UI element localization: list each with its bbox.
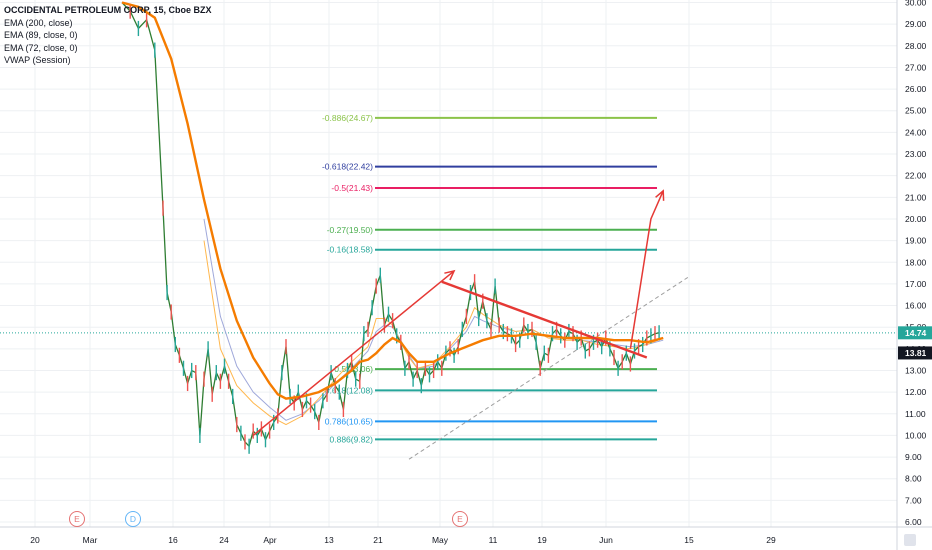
y-tick-label: 26.00	[905, 84, 927, 94]
y-tick-label: 17.00	[905, 279, 927, 289]
y-tick-label: 19.00	[905, 236, 927, 246]
secondary-price-tag	[898, 346, 932, 360]
fib-level-label: 0.786(10.65)	[325, 416, 373, 426]
x-tick-label: 20	[30, 535, 40, 545]
last-price-text: 14.74	[905, 328, 927, 338]
x-tick-label: 29	[766, 535, 776, 545]
chart-grid	[0, 0, 897, 527]
event-marker[interactable]: E	[69, 511, 85, 527]
indicator-vwap[interactable]: VWAP (Session)	[4, 55, 71, 65]
y-tick-label: 16.00	[905, 301, 927, 311]
resistance-trendline	[441, 280, 648, 359]
drawing-annotations	[252, 189, 665, 436]
y-tick-label: 6.00	[905, 517, 922, 527]
fib-level-label: 0.618(12.08)	[325, 385, 373, 395]
event-label: E	[457, 514, 463, 524]
y-tick-label: 24.00	[905, 127, 927, 137]
x-tick-label: Mar	[83, 535, 98, 545]
indicator-ema72[interactable]: EMA (72, close, 0)	[4, 42, 78, 53]
event-circle	[69, 511, 85, 527]
y-tick-label: 9.00	[905, 452, 922, 462]
chart-legend: OCCIDENTAL PETROLEUM CORP, 15, Cboe BZX …	[4, 4, 212, 67]
projection-arrow	[629, 190, 664, 349]
y-tick-label: 8.00	[905, 474, 922, 484]
x-tick-label: May	[432, 535, 449, 545]
y-tick-label: 30.00	[905, 0, 927, 8]
x-tick-label: Jun	[599, 535, 613, 545]
y-tick-label: 29.00	[905, 19, 927, 29]
event-marker[interactable]: D	[125, 511, 141, 527]
y-tick-label: 27.00	[905, 62, 927, 72]
price-labels: 14.74 13.81	[898, 326, 932, 360]
fib-level-label: -0.886(24.67)	[322, 113, 373, 123]
x-tick-label: 24	[219, 535, 229, 545]
price-and-ema-series	[0, 1, 897, 454]
fibonacci-levels: -0.886(24.67) -0.618(22.42) -0.5(21.43) -0.…	[322, 113, 657, 444]
event-circle	[452, 511, 468, 527]
fib-level-label: -0.27(19.50)	[327, 225, 373, 235]
x-tick-label: 19	[537, 535, 547, 545]
event-label: D	[130, 514, 136, 524]
fib-level-label: -0.5(21.43)	[331, 183, 373, 193]
secondary-price-text: 13.81	[905, 348, 927, 358]
x-tick-label: 16	[168, 535, 178, 545]
indicator-ema200[interactable]: EMA (200, close)	[4, 17, 73, 28]
arrow-head	[655, 189, 665, 201]
x-tick-label: 21	[373, 535, 383, 545]
y-tick-label: 13.00	[905, 365, 927, 375]
y-tick-label: 18.00	[905, 257, 927, 267]
uptrend-arrow	[252, 270, 455, 436]
settings-icon	[904, 534, 916, 546]
ema200-line	[121, 1, 664, 400]
y-tick-label: 12.00	[905, 387, 927, 397]
y-tick-label: 7.00	[905, 495, 922, 505]
fib-level-label: 0.886(9.82)	[330, 434, 374, 444]
y-tick-label: 22.00	[905, 171, 927, 181]
y-tick-label: 10.00	[905, 430, 927, 440]
arrow-head	[444, 269, 456, 281]
y-tick-label: 21.00	[905, 192, 927, 202]
x-tick-label: 15	[684, 535, 694, 545]
chart-title[interactable]: OCCIDENTAL PETROLEUM CORP, 15, Cboe BZX	[4, 5, 212, 15]
x-tick-label: 11	[489, 535, 498, 545]
y-tick-label: 23.00	[905, 149, 927, 159]
y-tick-label: 20.00	[905, 214, 927, 224]
event-circle	[125, 511, 141, 527]
price-line	[121, 2, 660, 448]
fib-level-label: -0.618(22.42)	[322, 162, 373, 172]
fib-level-label: -0.16(18.58)	[327, 245, 373, 255]
x-tick-label: 13	[324, 535, 334, 545]
y-tick-label: 25.00	[905, 106, 927, 116]
last-price-tag	[898, 326, 932, 340]
y-tick-label: 28.00	[905, 41, 927, 51]
event-marker[interactable]: E	[452, 511, 468, 527]
x-tick-label: Apr	[263, 535, 276, 545]
y-tick-label: 11.00	[905, 409, 926, 419]
indicator-ema89[interactable]: EMA (89, close, 0)	[4, 30, 78, 40]
event-label: E	[74, 514, 80, 524]
